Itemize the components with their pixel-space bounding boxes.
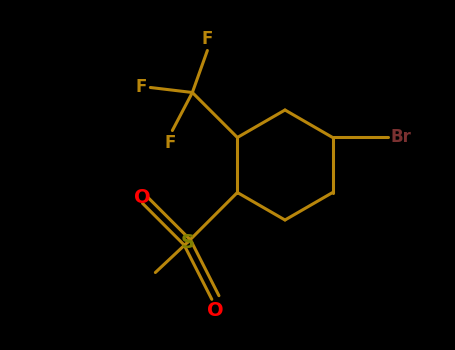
Text: F: F: [165, 134, 176, 153]
Text: Br: Br: [391, 128, 411, 147]
Text: O: O: [207, 301, 224, 321]
Text: F: F: [136, 78, 147, 97]
Text: S: S: [180, 233, 194, 252]
Text: F: F: [202, 29, 213, 48]
Text: O: O: [134, 188, 151, 207]
